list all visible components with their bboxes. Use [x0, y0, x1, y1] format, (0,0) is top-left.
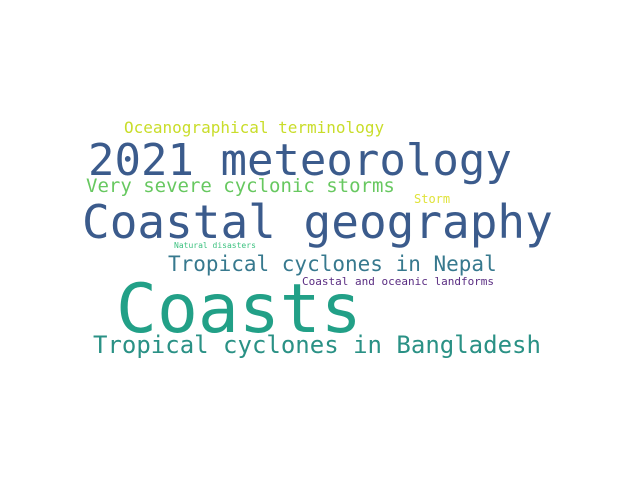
word-very-severe-cyclonic-storms: Very severe cyclonic storms: [86, 175, 395, 197]
word-coastal-and-oceanic-landforms: Coastal and oceanic landforms: [302, 275, 495, 288]
word-coastal-geography: Coastal geography: [82, 195, 553, 249]
word-storm: Storm: [414, 192, 451, 206]
word-coasts: Coasts: [116, 270, 362, 349]
word-natural-disasters: Natural disasters: [174, 241, 256, 250]
word-oceanographical-terminology: Oceanographical terminology: [124, 118, 385, 137]
word-tropical-cyclones-in-bangladesh: Tropical cyclones in Bangladesh: [93, 331, 541, 359]
word-tropical-cyclones-in-nepal: Tropical cyclones in Nepal: [168, 252, 497, 276]
word-2021-meteorology: 2021 meteorology: [88, 135, 512, 186]
